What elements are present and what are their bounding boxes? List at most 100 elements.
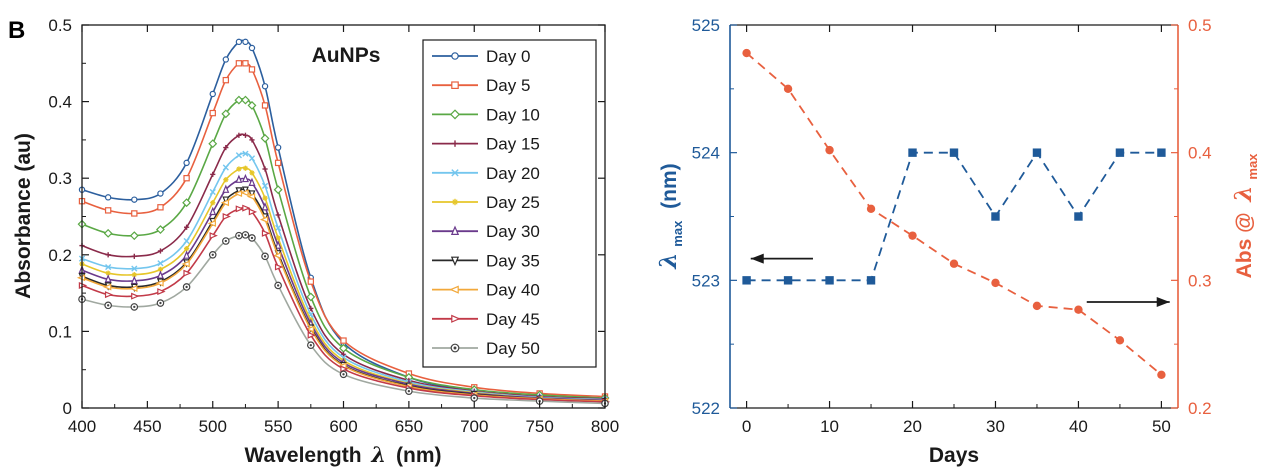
abs-point-shape [825,145,834,155]
spectrum-point-shape [242,60,249,67]
spectrum-point-b [183,237,190,245]
spectrum-point [131,196,138,203]
lambda-max-point-shape [742,276,751,285]
lambda-abs-series-group [742,48,1166,380]
x-tick-label: 500 [199,417,227,436]
legend-swatch-marker [450,256,460,267]
arrow-head [750,253,764,264]
spectra-axis-ticks: 400 450 500 550 600 650 700 750 800 0 0.1 0.2 0.3 0.4… [48,16,619,436]
abs-point-shape [991,278,1000,288]
spectrum-point [234,95,244,105]
spectrum-point-shape [259,216,269,224]
spectrum-point-shape [183,250,191,259]
left-y-tick-label: 524 [692,144,720,163]
spectrum-point-shape [130,275,138,285]
spectrum-point-shape [131,210,138,217]
spectrum-point-shape [261,83,269,90]
spectrum-point-shape [340,365,349,373]
abs-point [949,259,959,268]
spectrum-point-shape [104,194,112,201]
lambda-max-point-shape [908,148,917,157]
spectrum-point [307,278,315,285]
spectrum-point-shape [240,95,250,105]
spectrum-point [157,260,164,267]
spectrum-point [208,139,218,149]
spectrum-point-shape [261,202,269,211]
legend-item: Day 35 [432,251,540,270]
spectrum-point-dot [185,285,188,289]
spectrum-point-shape [104,274,112,283]
spectrum-point [156,299,165,307]
lambda-max-point [1157,148,1166,157]
lambda-max-point-shape [1032,148,1042,157]
spectrum-point [104,274,112,283]
spectrum-point-shape [209,206,217,216]
spectrum-point [261,83,269,90]
spectrum-point-b [209,188,216,196]
spectrum-point [182,198,192,208]
abs-point [866,204,876,214]
legend-swatch-marker [451,169,459,177]
spectrum-point [209,90,216,98]
spectrum-point-b [275,224,282,232]
spectrum-point [241,231,250,239]
spectrum-point [156,270,164,279]
legend-swatch-marker-shape [449,285,459,294]
lambda-max-point [866,276,876,285]
x-tick-label: 30 [986,417,1005,436]
spectrum-point [207,219,216,227]
legend-label: Day 15 [486,135,540,154]
spectrum-point [240,95,250,105]
spectrum-point-shape [209,232,218,240]
lambda-max-point-shape [866,276,876,285]
spectrum-point [405,387,413,395]
spectrum-point [259,216,269,224]
spectrum-point-b [105,270,111,276]
spectrum-point [233,190,243,198]
legend-box [422,39,597,368]
spectrum-point-dot [106,304,110,307]
spectrum-point-shape [306,292,316,302]
spectrum-point-shape [242,38,249,46]
spectrum-point-shape [235,174,243,183]
right-axis-arrow [1086,297,1170,308]
legend-swatch-marker-shape [450,225,460,235]
abs-point [1032,301,1042,311]
legend-swatch-marker [449,109,461,120]
lambda-abs-axis-ticks: 0 10 20 30 40 50 522 523 524 525 0.2 0.3 0.4 0.5 [692,16,1212,436]
spectrum-point-b [131,265,138,272]
spectrum-point [131,292,140,300]
abs-point [825,145,834,155]
spectrum-point-shape [305,325,315,333]
spectrum-point [470,394,479,402]
spectrum-point [242,38,249,46]
spectrum-point [130,303,139,311]
lambda-max-y-axis-title: λ max (nm) [655,163,687,269]
y-tick-label: 0 [63,399,72,418]
y-tick-label: 0.2 [48,246,72,265]
spectrum-point [235,231,243,240]
spectra-series-group [76,38,611,408]
spectrum-point-b [184,246,189,251]
legend-swatch-marker-shape [449,109,461,120]
spectrum-point-shape [222,212,231,221]
lambda-max-point-shape [949,148,959,157]
spectrum-point [222,76,230,84]
abs-point [1157,370,1166,380]
spectrum-point-shape [131,292,140,300]
legend-label: Day 5 [486,76,530,95]
spectrum-point-dot [211,253,214,256]
spectrum-point-b [105,263,112,271]
spectrum-point [223,177,229,183]
x-tick-label: 400 [68,417,96,436]
spectrum-point-shape [240,189,249,197]
spectrum-point-shape [183,269,192,277]
right-y-tick-label: 0.2 [1188,399,1212,418]
spectrum-point [182,283,191,291]
legend-item: Day 25 [432,193,540,212]
spectrum-point [104,207,112,214]
spectrum-point-shape [234,95,244,105]
left-y-tick-label: 523 [692,271,720,290]
legend-swatch-marker-shape [451,52,459,60]
